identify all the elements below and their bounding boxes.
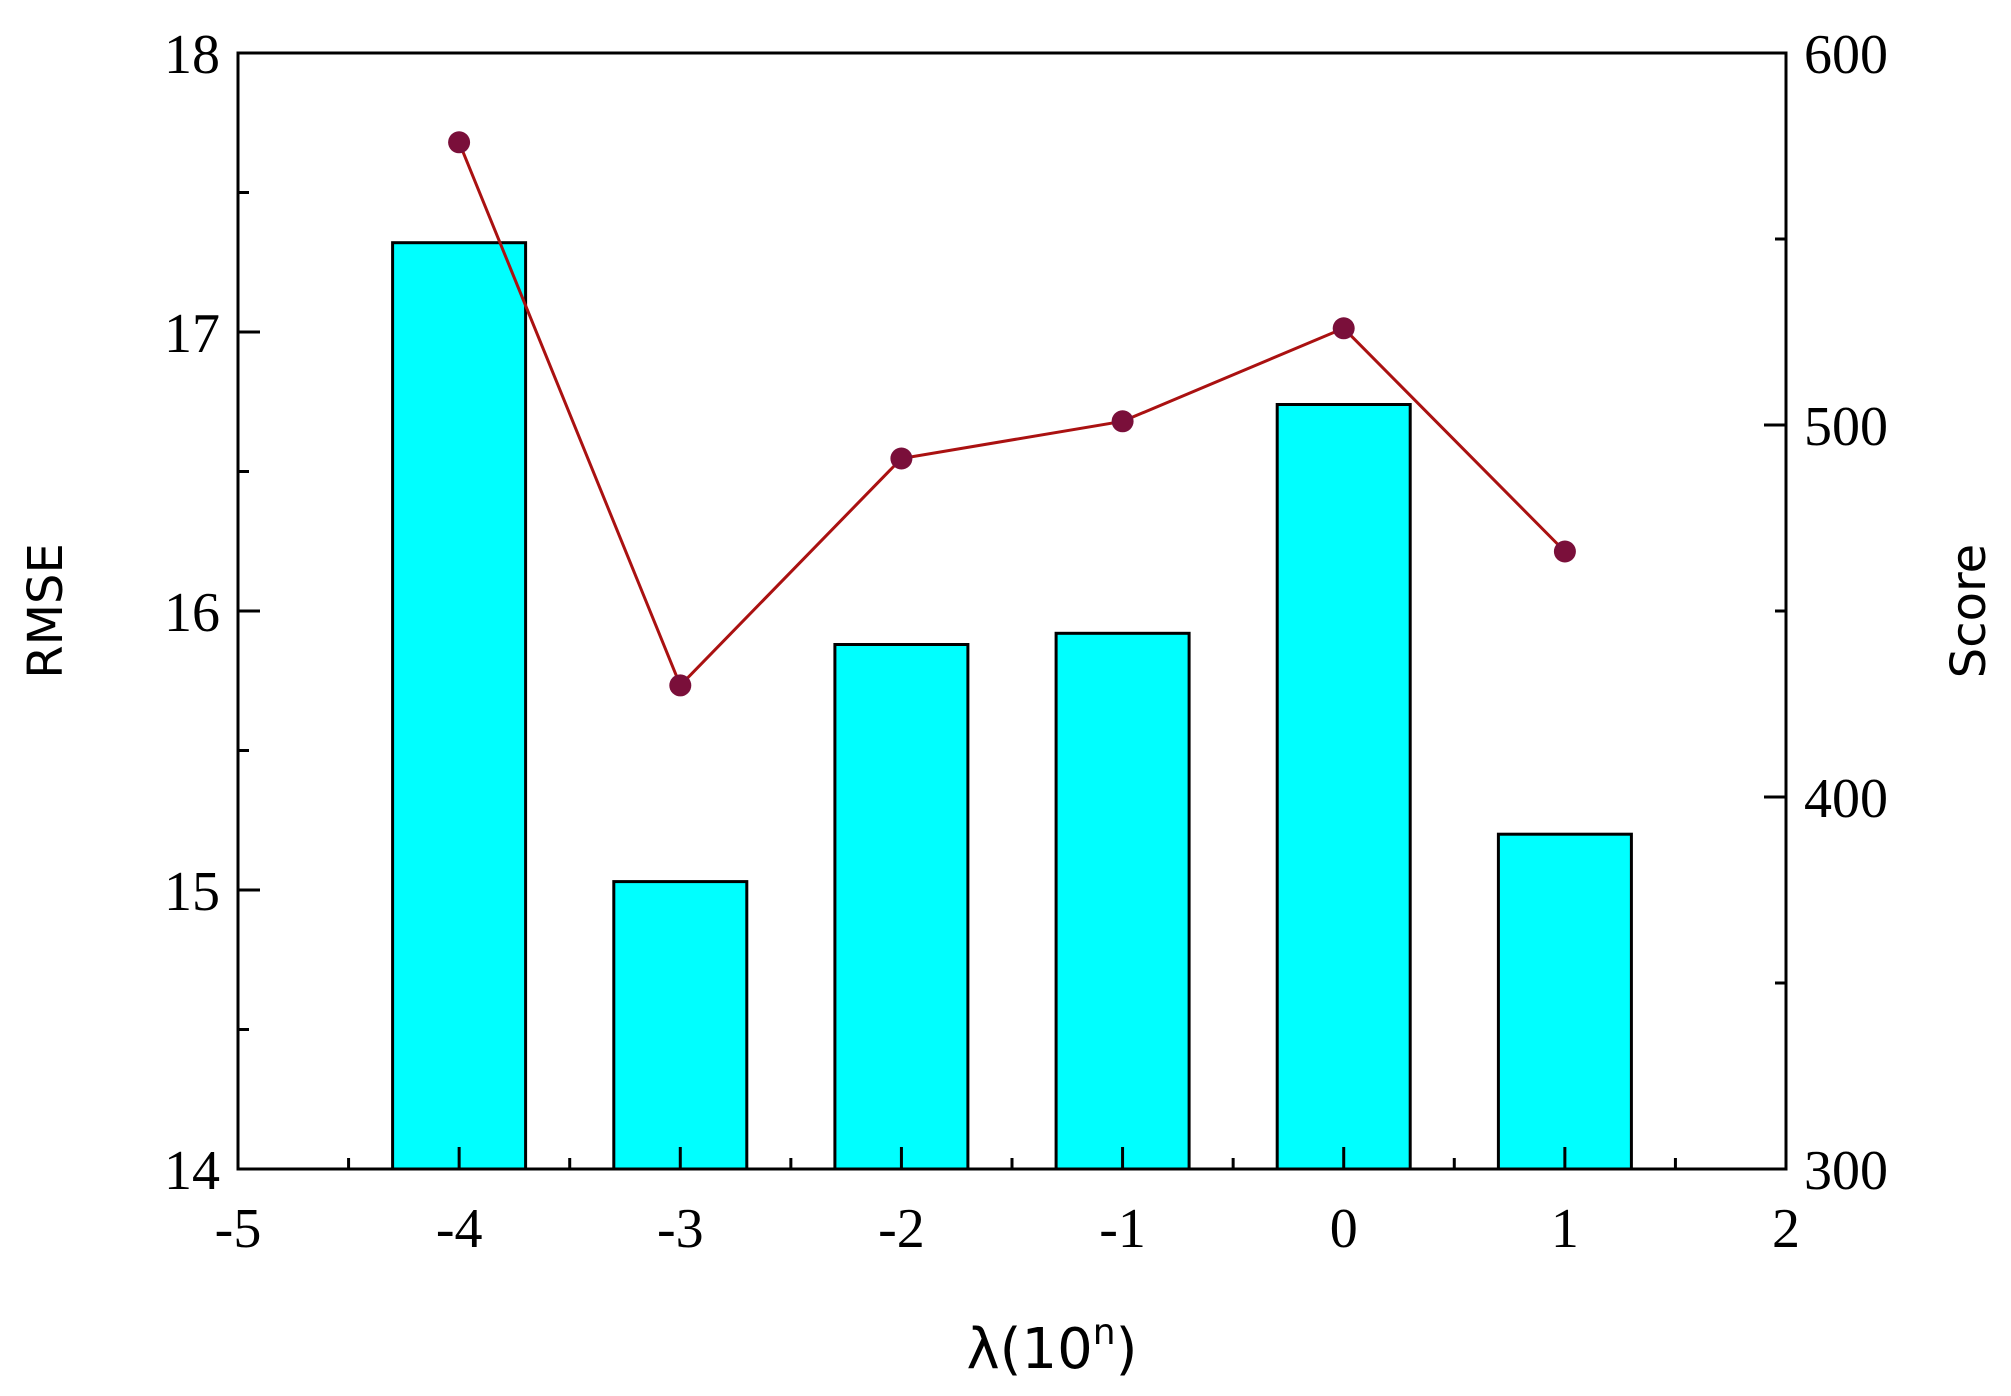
y-axis-title-left: RMSE [18, 543, 74, 679]
x-tick-label: -2 [878, 1198, 925, 1260]
score-point [890, 447, 913, 470]
score-point [1332, 317, 1355, 340]
y-tick-label: 17 [164, 303, 220, 365]
x-axis-title: λ(10n) [967, 1312, 1138, 1382]
x-axis-title-base: λ(10 [967, 1317, 1093, 1382]
score-line-layer [448, 131, 1576, 697]
x-axis-title-superscript: n [1093, 1312, 1116, 1353]
y-tick-label: 15 [164, 861, 220, 923]
bars-layer [391, 241, 1633, 1171]
score-point [1111, 410, 1134, 433]
y2-tick-label: 600 [1804, 24, 1888, 86]
ticks-layer [236, 51, 1788, 1171]
x-axis-title-end: ) [1116, 1317, 1138, 1382]
y-tick-label: 16 [164, 582, 220, 644]
score-point [448, 131, 471, 154]
x-tick-label: 1 [1551, 1198, 1579, 1260]
x-tick-label: 0 [1330, 1198, 1358, 1260]
x-tick-label: -1 [1099, 1198, 1146, 1260]
y-tick-label: 18 [164, 24, 220, 86]
score-point [669, 674, 692, 697]
y2-tick-label: 300 [1804, 1140, 1888, 1202]
rmse-bar [1054, 631, 1191, 1171]
score-point [1553, 540, 1576, 563]
rmse-bar [833, 643, 970, 1171]
y2-tick-label: 400 [1804, 768, 1888, 830]
x-tick-label: 2 [1772, 1198, 1800, 1260]
x-tick-label: -4 [436, 1198, 483, 1260]
y2-tick-label: 500 [1804, 396, 1888, 458]
y-axis-title-right: Score [1941, 544, 1997, 678]
tick-labels-layer: -5 -4 -3 -2 -1 0 1 2 14 15 16 17 18 300 400 500 600 [164, 24, 1888, 1260]
rmse-bar [391, 241, 528, 1171]
rmse-bar [1496, 832, 1633, 1171]
rmse-bar [612, 880, 749, 1171]
x-tick-label: -5 [215, 1198, 262, 1260]
rmse-bar [1275, 403, 1412, 1171]
y-tick-label: 14 [164, 1140, 220, 1202]
score-line [457, 141, 1566, 689]
x-tick-label: -3 [657, 1198, 704, 1260]
